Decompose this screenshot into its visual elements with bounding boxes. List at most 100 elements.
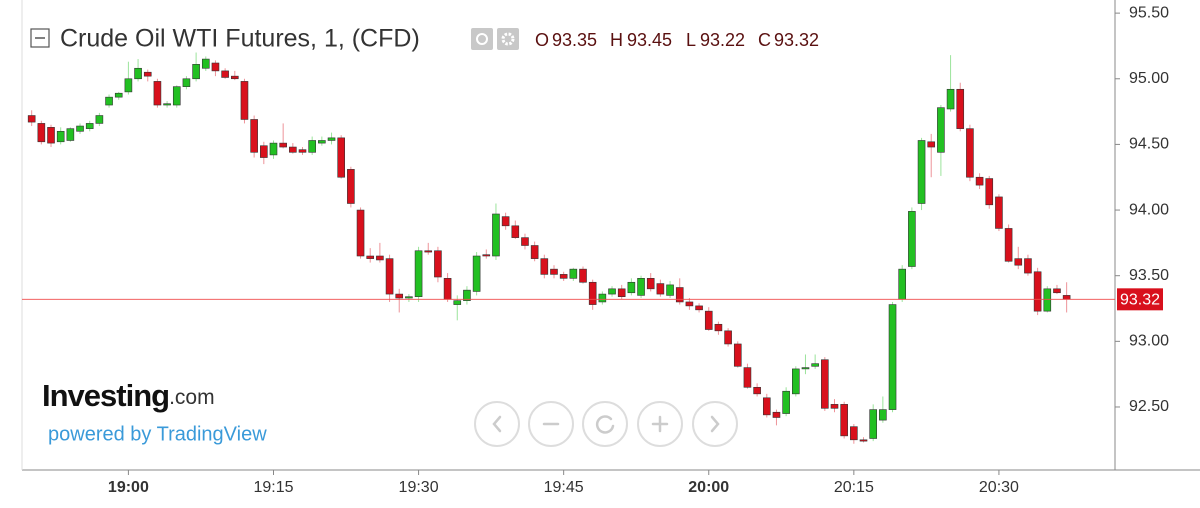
candle-body xyxy=(260,145,268,158)
candle-body xyxy=(569,268,578,279)
candle-body xyxy=(704,310,713,330)
scroll-left-button[interactable] xyxy=(474,401,520,447)
candle-body xyxy=(656,283,665,295)
candle-body xyxy=(472,255,481,292)
candle-body xyxy=(395,293,404,299)
candle-body xyxy=(76,125,84,132)
ohlc-high-label: H xyxy=(610,30,623,50)
candle-body xyxy=(337,137,345,178)
candle-body xyxy=(66,128,75,141)
candle-body xyxy=(598,293,607,303)
y-tick-label: 94.00 xyxy=(1129,201,1169,218)
candle-body xyxy=(327,137,336,141)
candle-body xyxy=(966,128,974,178)
scroll-right-button[interactable] xyxy=(692,401,738,447)
candle-body xyxy=(801,367,810,370)
candle-body xyxy=(530,245,539,259)
brand-logo: Investing.com xyxy=(42,378,215,413)
candle-body xyxy=(347,169,355,204)
candle-body xyxy=(308,140,316,153)
candle-body xyxy=(946,88,955,110)
candle-body xyxy=(714,323,723,332)
candle-body xyxy=(443,278,452,300)
candle-body xyxy=(772,411,781,418)
candle-body xyxy=(908,211,916,267)
left-glyph xyxy=(492,415,502,433)
candle-body xyxy=(414,250,423,298)
candle-body xyxy=(453,300,462,305)
candle-body xyxy=(937,107,945,153)
candle-body xyxy=(405,296,413,299)
settings-icon[interactable] xyxy=(497,28,519,50)
candle-body xyxy=(743,367,752,388)
candle-body xyxy=(956,88,965,129)
candle-body xyxy=(550,268,558,275)
candle-body xyxy=(637,278,645,296)
candle-body xyxy=(153,81,162,106)
candle-body xyxy=(424,250,433,253)
reset-glyph xyxy=(595,415,615,434)
candle-body xyxy=(579,268,587,283)
y-tick-label: 93.00 xyxy=(1129,333,1169,350)
ohlc-close-label: C xyxy=(758,30,771,50)
y-tick-label: 93.50 xyxy=(1129,267,1169,284)
candle-body xyxy=(792,368,800,395)
candle-body xyxy=(840,404,848,437)
candle-body xyxy=(376,255,384,261)
candle-body xyxy=(821,359,829,409)
candle-body xyxy=(608,288,616,295)
candle-body xyxy=(356,209,365,257)
candle-body xyxy=(975,176,984,186)
candle-body xyxy=(482,254,491,257)
candle-body xyxy=(888,304,897,410)
candle-body xyxy=(559,274,568,279)
candle-body xyxy=(685,301,694,307)
candle-body xyxy=(782,390,790,414)
candle-body xyxy=(927,141,936,148)
candle-body xyxy=(995,196,1003,229)
candles xyxy=(22,52,1115,444)
candle-body xyxy=(289,146,297,153)
candle-body xyxy=(646,278,655,290)
candle-body xyxy=(617,288,626,298)
candle-body xyxy=(540,258,549,275)
candle-body xyxy=(366,255,375,259)
reset-button[interactable] xyxy=(582,401,628,447)
candle-body xyxy=(985,178,994,206)
price-tag xyxy=(1117,288,1163,311)
ohlc-low-label: L xyxy=(686,30,696,50)
candle-body xyxy=(501,216,510,227)
candle-body xyxy=(134,67,142,80)
candle-body xyxy=(269,142,278,156)
candle-body xyxy=(917,140,926,204)
candle-body xyxy=(898,268,907,300)
x-tick-label: 20:00 xyxy=(688,479,729,496)
visibility-icon[interactable] xyxy=(471,28,493,50)
candle-body xyxy=(95,115,104,124)
y-tick-label: 95.00 xyxy=(1129,70,1169,87)
candle-body xyxy=(463,289,471,301)
candle-body xyxy=(1062,295,1071,300)
x-tick-label: 20:30 xyxy=(979,479,1019,496)
candle-body xyxy=(221,70,229,78)
candle-body xyxy=(762,397,771,416)
price-tag-label: 93.32 xyxy=(1120,292,1160,309)
x-tick-label: 19:15 xyxy=(253,479,293,496)
candle-body xyxy=(733,343,742,367)
candle-body xyxy=(1053,288,1061,294)
candle-body xyxy=(859,439,868,442)
candle-body xyxy=(298,149,307,153)
ohlc-close: 93.32 xyxy=(774,30,819,50)
y-tick-label: 95.50 xyxy=(1129,4,1169,21)
candle-body xyxy=(250,119,258,153)
candle-body xyxy=(1033,271,1042,312)
chart-title: Crude Oil WTI Futures, 1, (CFD) xyxy=(60,25,420,53)
plus-glyph xyxy=(651,415,669,433)
candle-body xyxy=(279,142,287,148)
y-tick-label: 94.50 xyxy=(1129,136,1169,153)
candle-body xyxy=(192,64,200,80)
candle-body xyxy=(521,237,529,246)
brand-domain: .com xyxy=(169,386,215,409)
candle-body xyxy=(172,86,181,106)
x-tick-label: 20:15 xyxy=(834,479,874,496)
